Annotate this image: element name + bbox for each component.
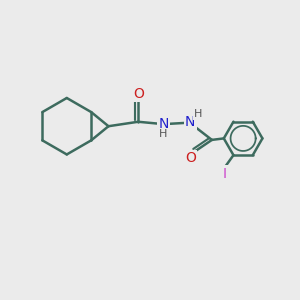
Text: N: N (158, 116, 169, 130)
Text: H: H (159, 129, 167, 139)
Text: I: I (223, 167, 226, 181)
Text: O: O (185, 151, 196, 165)
Text: N: N (185, 115, 195, 129)
Text: H: H (194, 109, 203, 119)
Text: O: O (133, 87, 144, 101)
